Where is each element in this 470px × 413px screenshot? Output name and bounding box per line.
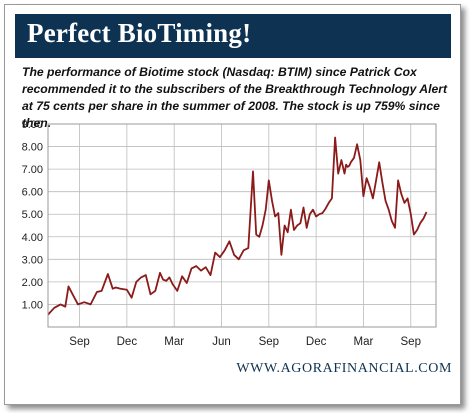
x-tick-label: Dec: [117, 336, 138, 348]
x-tick-label: Jun: [212, 336, 231, 348]
x-tick-label: Mar: [354, 336, 374, 348]
x-tick-label: Sep: [401, 336, 421, 348]
y-tick-label: 9.00: [22, 119, 43, 131]
x-tick-labels: Sep Dec Mar Jun Sep Dec Mar Sep: [69, 336, 421, 348]
x-tick-label: Sep: [259, 336, 279, 348]
chart-title: Perfect BioTiming!: [27, 18, 252, 48]
y-tick-label: 5.00: [22, 209, 43, 221]
chart-card: Perfect BioTiming!: [4, 4, 461, 405]
x-tick-label: Mar: [164, 336, 184, 348]
title-bar: Perfect BioTiming!: [15, 14, 451, 58]
grid-lines: [48, 123, 436, 327]
y-tick-label: 8.00: [22, 142, 43, 154]
y-tick-labels: 1.00 2.00 3.00 4.00 5.00 6.00 7.00 8.00 9.00: [22, 119, 43, 311]
x-tick-label: Sep: [69, 336, 89, 348]
y-tick-label: 1.00: [22, 299, 43, 311]
source-url[interactable]: WWW.AGORAFINANCIAL.COM: [236, 361, 452, 376]
y-tick-label: 3.00: [22, 254, 43, 266]
x-tick-label: Dec: [306, 336, 327, 348]
series-line: [47, 136, 428, 316]
plot-border: [47, 123, 437, 328]
price-series: [47, 136, 428, 316]
y-tick-label: 4.00: [22, 232, 43, 244]
y-tick-label: 7.00: [22, 164, 43, 176]
y-tick-label: 2.00: [22, 277, 43, 289]
chart-caption: The performance of Biotime stock (Nasdaq…: [22, 65, 448, 130]
y-tick-label: 6.00: [22, 187, 43, 199]
